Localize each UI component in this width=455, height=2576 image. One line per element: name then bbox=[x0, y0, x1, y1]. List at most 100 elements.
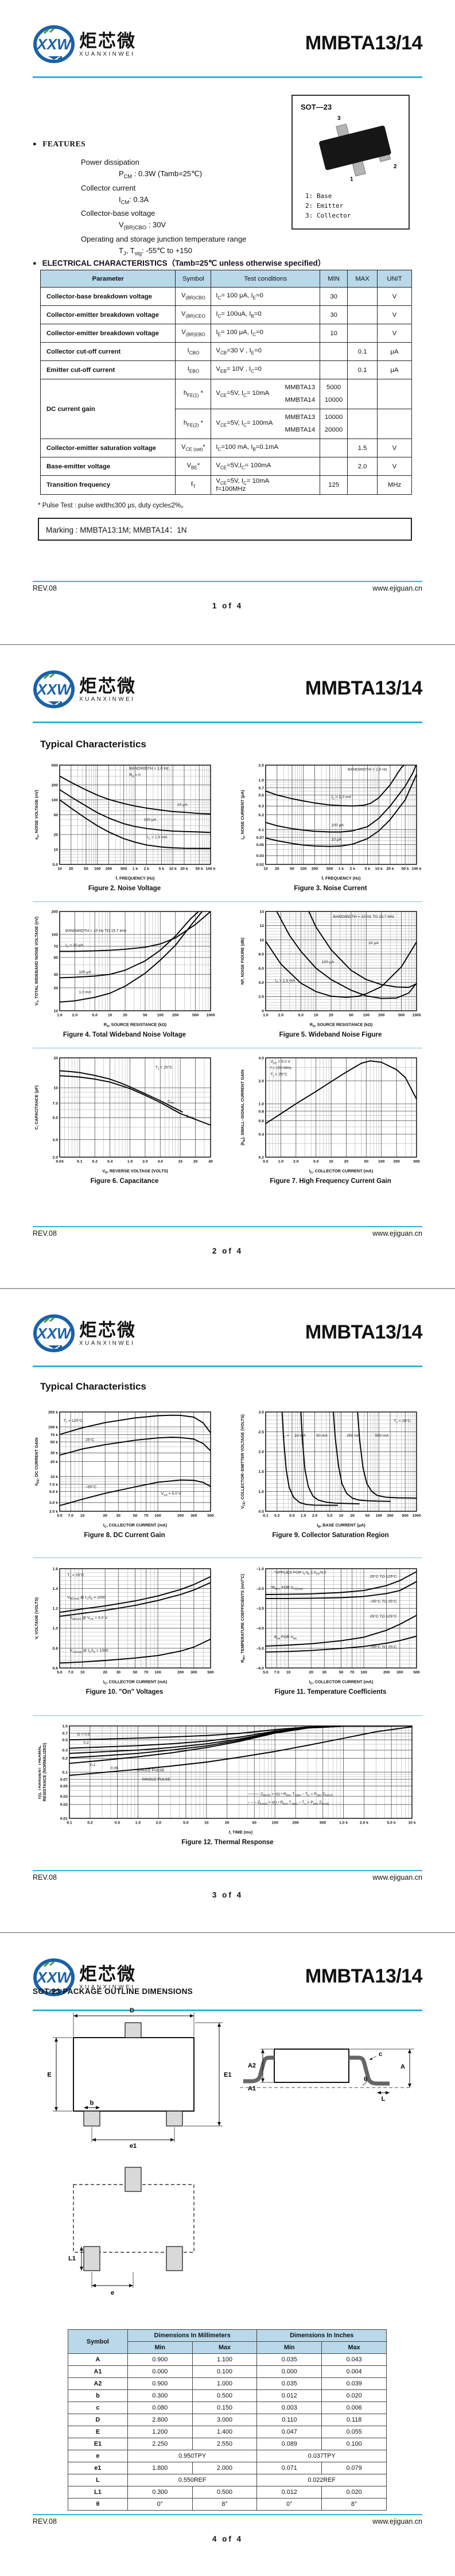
svg-text:1000: 1000 bbox=[206, 1014, 215, 1018]
svg-text:C, CAPACITANCE (pF): C, CAPACITANCE (pF) bbox=[34, 1085, 39, 1130]
figure-row: 5.0 7.0 10 20 30 50 70 100 200 300 500 200 k 100 k 70… bbox=[33, 1407, 422, 1539]
svg-text:7.0: 7.0 bbox=[274, 1671, 279, 1675]
svg-text:30: 30 bbox=[322, 1671, 327, 1675]
svg-text:50: 50 bbox=[143, 1014, 147, 1018]
package-dimensions-table: Symbol Dimensions In Millimeters Dimension… bbox=[68, 2329, 387, 2511]
page-header: XXW 炬芯微 XUANXINWEI MMBTA13/14 bbox=[33, 23, 423, 78]
svg-text:2.0: 2.0 bbox=[278, 1014, 284, 1018]
svg-text:10 μA: 10 μA bbox=[331, 838, 341, 842]
svg-text:hFE, DC CURRENT GAIN: hFE, DC CURRENT GAIN bbox=[34, 1438, 40, 1486]
svg-text:1.0: 1.0 bbox=[127, 1160, 133, 1164]
table-row: c 0.080 0.150 0.003 0.006 bbox=[68, 2402, 387, 2414]
table-row: Collector-base breakdown voltage V(BR)CBO… bbox=[40, 287, 412, 306]
feature-line: TJ, Tstg: -55℃ to +150 bbox=[119, 246, 192, 257]
svg-text:7.0: 7.0 bbox=[68, 1671, 73, 1675]
table-row: θ 0° 8° 0° 8° bbox=[68, 2498, 387, 2511]
feature-line: V(BR)CBO : 30V bbox=[119, 220, 166, 231]
svg-text:10: 10 bbox=[204, 1821, 209, 1825]
page-4: XXW 炬芯微 XUANXINWEI MMBTA13/14 SOT-23 PACK… bbox=[0, 1932, 455, 2576]
svg-text:500: 500 bbox=[319, 1821, 326, 1825]
brand-logo-icon: XXW bbox=[33, 25, 75, 63]
svg-text:300: 300 bbox=[396, 1671, 403, 1675]
svg-text:100: 100 bbox=[378, 1160, 385, 1164]
figure-thermal-response: 0.1 0.2 0.5 1.0 2.0 5.0 10 20 50 100 200 500 1.0 k 2.… bbox=[37, 1721, 417, 1846]
svg-text:200 k: 200 k bbox=[48, 1410, 58, 1414]
svg-text:100: 100 bbox=[52, 798, 59, 802]
figure-caption: Figure 11. Temperature Coefficients bbox=[274, 1689, 387, 1696]
svg-text:12: 12 bbox=[259, 924, 264, 928]
revision: REV.08 bbox=[33, 1229, 57, 1237]
svg-text:e1: e1 bbox=[130, 2143, 137, 2150]
feature-line: Operating and storage junction temperatu… bbox=[81, 234, 247, 243]
svg-text:D: D bbox=[130, 2007, 134, 2014]
bullet-icon: ● bbox=[33, 141, 37, 148]
svg-text:–5.0: –5.0 bbox=[256, 1647, 264, 1651]
svg-text:0.05: 0.05 bbox=[110, 1767, 118, 1771]
svg-text:200: 200 bbox=[172, 1014, 179, 1018]
revision: REV.08 bbox=[33, 2517, 57, 2525]
svg-text:IC = 1.0 mA: IC = 1.0 mA bbox=[147, 835, 168, 840]
svg-text:5.0: 5.0 bbox=[57, 1671, 63, 1675]
feature-line: PCM : 0.3W (Tamb=25℃) bbox=[119, 169, 203, 180]
marking-box: Marking : MMBTA13:1M; MMBTA14：1N bbox=[38, 518, 412, 541]
svg-text:5.0: 5.0 bbox=[327, 1514, 333, 1518]
svg-text:50: 50 bbox=[84, 867, 88, 871]
svg-text:IC, COLLECTOR CURRENT (mA): IC, COLLECTOR CURRENT (mA) bbox=[309, 1169, 374, 1175]
svg-text:1.0: 1.0 bbox=[53, 1627, 59, 1631]
svg-text:2.0: 2.0 bbox=[259, 1450, 265, 1454]
column-header: Max bbox=[321, 2341, 387, 2354]
svg-text:500: 500 bbox=[398, 1014, 405, 1018]
svg-text:70 k: 70 k bbox=[50, 1433, 58, 1437]
svg-text:BANDWIDTH = 1.0 Hz: BANDWIDTH = 1.0 Hz bbox=[129, 766, 169, 770]
typical-characteristics-heading: Typical Characteristics bbox=[40, 739, 146, 750]
svg-text:500: 500 bbox=[52, 763, 59, 767]
svg-text:50: 50 bbox=[290, 867, 294, 871]
brand-logo-icon: XXW bbox=[33, 670, 75, 708]
svg-text:BANDWIDTH = 1.0 Hz: BANDWIDTH = 1.0 Hz bbox=[348, 768, 387, 772]
svg-text:θ: θ bbox=[364, 2076, 367, 2083]
svg-text:100 k: 100 k bbox=[411, 867, 421, 871]
svg-text:0.6: 0.6 bbox=[259, 1119, 265, 1123]
svg-text:0.5: 0.5 bbox=[289, 1514, 295, 1518]
svg-text:20 k: 20 k bbox=[180, 867, 188, 871]
svg-text:TJ = 25°C: TJ = 25°C bbox=[270, 1072, 287, 1078]
feature-line: ICM: 0.3A bbox=[119, 195, 149, 205]
table-row: L1 0.300 0.500 0.012 0.020 bbox=[68, 2486, 387, 2499]
svg-text:XXW: XXW bbox=[36, 1969, 72, 1986]
svg-text:1000: 1000 bbox=[412, 1514, 421, 1518]
brand-logo-icon: XXW bbox=[33, 1314, 75, 1352]
figure-row: 0.04 0.1 0.2 0.4 1.0 2.0 4.0 10 20 40 20 10 7.0 5.0 3.… bbox=[33, 1053, 422, 1185]
svg-text:*RθVC FOR VCE(sat): *RθVC FOR VCE(sat) bbox=[270, 1586, 303, 1591]
figure-canvas: 5.0 7.0 10 20 30 50 70 100 200 300 500 200 k 100 k 70… bbox=[33, 1407, 216, 1531]
svg-text:500: 500 bbox=[402, 1514, 409, 1518]
svg-text:100: 100 bbox=[52, 933, 59, 937]
svg-text:VCE(sat) @ IC/IB = 1000: VCE(sat) @ IC/IB = 1000 bbox=[70, 1648, 108, 1654]
svg-text:5.0: 5.0 bbox=[263, 1671, 269, 1675]
feature-line: Power dissipation bbox=[81, 158, 139, 166]
svg-text:200: 200 bbox=[292, 1821, 299, 1825]
svg-text:f, FREQUENCY (Hz): f, FREQUENCY (Hz) bbox=[116, 876, 155, 881]
svg-text:A: A bbox=[400, 2063, 405, 2070]
table-row: b 0.300 0.500 0.012 0.020 bbox=[68, 2389, 387, 2402]
svg-text:1.0: 1.0 bbox=[259, 1102, 265, 1106]
svg-text:TJ = 25°C: TJ = 25°C bbox=[155, 1065, 173, 1071]
svg-text:XXW: XXW bbox=[36, 681, 72, 698]
svg-text:0.8: 0.8 bbox=[53, 1647, 59, 1651]
package-box: SOT—23 3 2 1 1: Base 2: Emitter 3: Collect… bbox=[291, 95, 410, 230]
svg-text:–6.0: –6.0 bbox=[256, 1666, 264, 1670]
svg-text:IC =: IC = bbox=[282, 1434, 289, 1439]
figure-caption: Figure 7. High Frequency Current Gain bbox=[270, 1178, 391, 1185]
column-header: Symbol bbox=[175, 270, 212, 288]
svg-text:VCE = 5.0 V: VCE = 5.0 V bbox=[161, 1492, 181, 1497]
figure-row: 0.1 0.2 0.5 1.0 2.0 5.0 10 20 50 100 200 500 1.0 k 2.… bbox=[33, 1721, 422, 1846]
svg-text:0.1: 0.1 bbox=[67, 1821, 72, 1825]
svg-text:10 k: 10 k bbox=[169, 867, 177, 871]
svg-text:0.05: 0.05 bbox=[60, 1784, 67, 1789]
svg-text:10: 10 bbox=[329, 1160, 333, 1164]
svg-text:25°C TO 125°C: 25°C TO 125°C bbox=[370, 1614, 396, 1619]
svg-text:0.5: 0.5 bbox=[259, 793, 265, 797]
svg-text:10 k: 10 k bbox=[375, 867, 383, 871]
svg-text:0.2: 0.2 bbox=[83, 1741, 89, 1745]
svg-text:100: 100 bbox=[376, 1514, 383, 1518]
